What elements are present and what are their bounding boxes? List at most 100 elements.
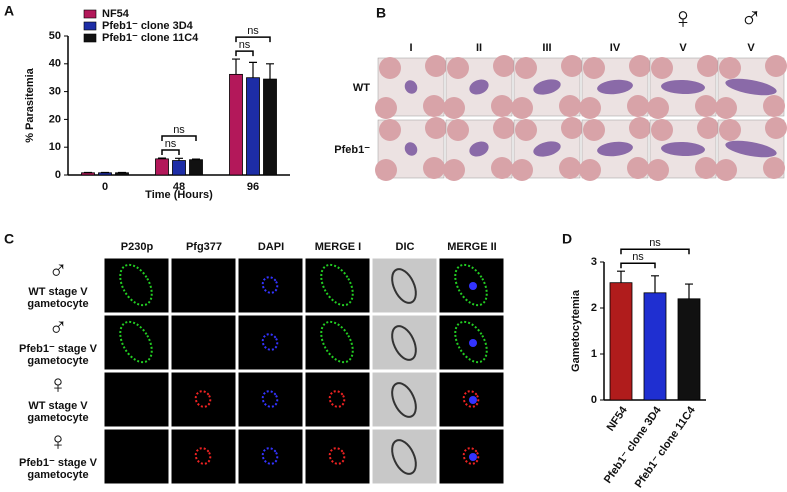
rbc	[627, 95, 649, 117]
y-tick-label: 20	[49, 113, 61, 125]
micrograph	[443, 55, 515, 119]
micrograph-bg	[304, 371, 371, 428]
signal	[454, 263, 488, 307]
parasite	[469, 79, 489, 95]
micrograph-bg	[103, 371, 170, 428]
error-bar	[192, 158, 200, 160]
significance-bracket	[161, 135, 197, 142]
signal	[320, 263, 354, 307]
rbc	[491, 157, 513, 179]
row-label: gametocyte	[27, 298, 88, 310]
sex-symbol: ♂	[740, 2, 763, 35]
rbc	[425, 117, 447, 139]
bar	[172, 160, 186, 176]
bar	[98, 172, 112, 176]
signal	[320, 320, 354, 364]
y-tick-label: 1	[591, 348, 597, 360]
micrograph	[443, 117, 515, 181]
micrograph	[103, 371, 170, 428]
bar	[81, 172, 95, 176]
legend-label: Pfeb1⁻ clone 3D4	[102, 20, 194, 32]
panel-label: C	[4, 231, 14, 247]
micrograph-bg	[237, 428, 304, 485]
y-tick-label: 3	[591, 256, 597, 268]
micrograph	[170, 257, 237, 314]
bar	[115, 172, 129, 176]
micrograph-bg	[304, 257, 371, 314]
rbc	[447, 57, 469, 79]
micrograph	[237, 314, 304, 371]
rbc	[425, 55, 447, 77]
panel-label: D	[562, 231, 572, 247]
y-tick-label: 2	[591, 302, 597, 314]
rbc	[561, 117, 583, 139]
y-tick-label: 10	[49, 141, 61, 153]
significance-label: ns	[649, 237, 661, 249]
significance-bracket	[235, 50, 254, 57]
legend-swatch	[83, 33, 97, 43]
micrograph	[304, 371, 371, 428]
column-header: MERGE II	[447, 241, 497, 253]
rbc	[651, 57, 673, 79]
significance-bracket	[620, 262, 656, 269]
micrograph	[237, 257, 304, 314]
significance-label: ns	[173, 124, 185, 136]
micrograph	[170, 314, 237, 371]
error-bar	[651, 275, 659, 293]
signal	[328, 447, 346, 465]
row-label: gametocyte	[27, 355, 88, 367]
error-bar	[617, 270, 625, 283]
micrograph-bg	[237, 371, 304, 428]
micrograph-bg	[103, 314, 170, 371]
error-bar	[175, 157, 183, 161]
y-tick-label: 0	[591, 394, 597, 406]
micrograph	[103, 428, 170, 485]
rbc	[583, 57, 605, 79]
micrograph-bg	[304, 428, 371, 485]
signal	[194, 390, 212, 408]
rbc	[647, 159, 669, 181]
cell	[391, 268, 417, 304]
significance-label: ns	[165, 138, 177, 150]
rbc	[559, 95, 581, 117]
x-tick-label: Pfeb1⁻ clone 11C4	[633, 404, 699, 490]
micrograph	[511, 55, 583, 119]
micrograph-bg	[237, 257, 304, 314]
row-label: gametocyte	[27, 469, 88, 481]
bar	[677, 298, 701, 401]
significance-bracket	[235, 36, 271, 43]
rbc	[443, 159, 465, 181]
micrograph	[237, 428, 304, 485]
significance-bracket	[620, 248, 690, 255]
x-tick-label: 0	[102, 181, 108, 193]
y-tick-label: 30	[49, 86, 61, 98]
column-header: P230p	[121, 241, 154, 253]
row-label: WT stage V	[28, 286, 88, 298]
significance-bracket	[161, 149, 180, 156]
micrograph	[371, 314, 438, 371]
y-tick-label: 50	[49, 30, 61, 42]
parasite	[725, 78, 777, 96]
row-symbol: ♀	[48, 426, 68, 456]
y-tick-label: 40	[49, 58, 61, 70]
parasite	[469, 141, 489, 157]
micrograph	[304, 257, 371, 314]
micrograph	[375, 55, 447, 119]
legend-swatch	[83, 9, 97, 19]
error-bar	[685, 283, 693, 299]
micrograph-bg	[170, 257, 237, 314]
parasite	[404, 80, 418, 94]
rbc	[493, 55, 515, 77]
error-bar	[232, 58, 240, 75]
nucleus	[469, 396, 477, 404]
rbc	[583, 119, 605, 141]
micrograph	[715, 55, 787, 119]
rbc	[695, 95, 717, 117]
x-axis-label: Time (Hours)	[145, 189, 213, 201]
rbc	[579, 159, 601, 181]
micrograph	[304, 314, 371, 371]
rbc	[715, 97, 737, 119]
y-axis-label: % Parasitemia	[24, 67, 36, 142]
rbc	[559, 157, 581, 179]
rbc	[515, 57, 537, 79]
